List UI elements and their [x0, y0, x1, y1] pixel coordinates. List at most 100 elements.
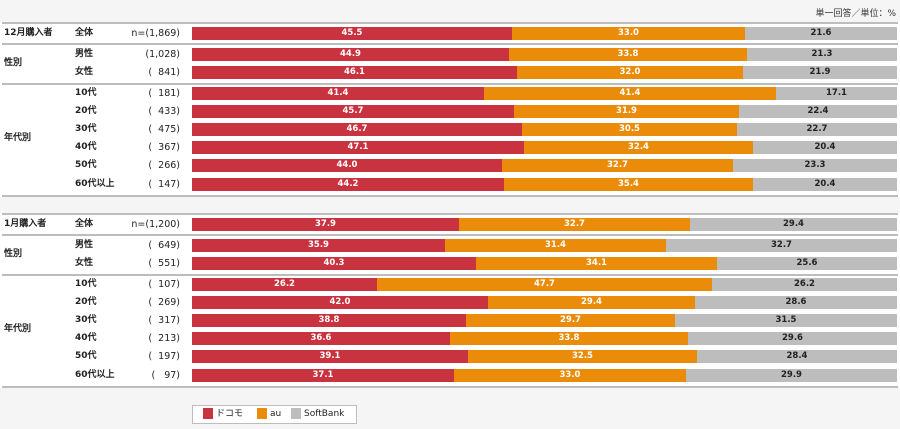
data-label: 42.0	[329, 297, 351, 307]
bar-segment-softbank: 32.7	[666, 239, 897, 252]
data-label: 46.7	[346, 124, 368, 134]
category-label: 40代	[75, 142, 97, 152]
data-label: 29.4	[783, 219, 804, 229]
bar-segment-softbank: 21.9	[743, 66, 897, 79]
bar-segment-softbank: 29.6	[688, 332, 897, 345]
data-label: 23.3	[804, 160, 826, 170]
data-label: 26.2	[794, 279, 815, 289]
sample-size: ( 107)	[148, 279, 180, 290]
group-label-age: 年代別	[4, 324, 32, 334]
data-label: 44.9	[340, 49, 361, 59]
data-label: 34.1	[586, 258, 607, 268]
bar-segment-softbank: 25.6	[717, 257, 897, 270]
bar-segment-softbank: 21.3	[747, 48, 897, 61]
divider	[2, 83, 898, 85]
section-title: 12月購入者	[4, 28, 53, 38]
category-label: 50代	[75, 160, 97, 170]
sample-size: ( 367)	[148, 142, 180, 153]
bar-segment-docomo: 46.7	[192, 123, 522, 136]
data-label: 33.8	[558, 333, 580, 343]
section-title: 1月購入者	[4, 219, 47, 229]
chart-row: 30代 ( 317) 38.8 29.7 31.5	[0, 314, 900, 327]
bar-segment-docomo: 35.9	[192, 239, 445, 252]
stacked-bar: 44.2 35.4 20.4	[192, 178, 897, 191]
sample-size: ( 147)	[148, 179, 180, 190]
stacked-bar: 41.4 41.4 17.1	[192, 87, 897, 100]
data-label: 36.6	[310, 333, 332, 343]
bar-segment-softbank: 29.4	[690, 218, 897, 231]
data-label: 47.7	[534, 279, 555, 289]
section-1: 12月購入者 性別 年代別 全体 n=(1,869) 45.5 33.0 21.6 男性 (1,0…	[0, 22, 900, 197]
data-label: 20.4	[814, 179, 836, 189]
sample-size: ( 213)	[148, 333, 180, 344]
data-label: 37.1	[312, 370, 334, 380]
stacked-bar: 38.8 29.7 31.5	[192, 314, 897, 327]
data-label: 40.3	[323, 258, 345, 268]
stacked-bar: 46.1 32.0 21.9	[192, 66, 897, 79]
bar-segment-docomo: 26.2	[192, 278, 377, 291]
data-label: 32.7	[564, 219, 585, 229]
group-label-age: 年代別	[4, 133, 32, 143]
data-label: 39.1	[319, 351, 341, 361]
data-label: 35.4	[618, 179, 639, 189]
stacked-bar: 45.7 31.9 22.4	[192, 105, 897, 118]
sample-size: (1,028)	[145, 49, 180, 60]
bar-segment-au: 29.7	[466, 314, 675, 327]
divider	[2, 43, 898, 45]
bar-segment-au: 32.7	[502, 159, 733, 172]
data-label: 45.5	[341, 28, 363, 38]
divider	[2, 22, 898, 24]
bar-segment-au: 33.8	[509, 48, 747, 61]
category-label: 20代	[75, 106, 97, 116]
chart-row: 男性 (1,028) 44.9 33.8 21.3	[0, 48, 900, 61]
data-label: 31.4	[545, 240, 566, 250]
chart-row: 全体 n=(1,200) 37.9 32.7 29.4	[0, 218, 900, 231]
data-label: 28.4	[786, 351, 808, 361]
bar-segment-docomo: 42.0	[192, 296, 488, 309]
data-label: 29.6	[782, 333, 803, 343]
category-label: 40代	[75, 333, 97, 343]
data-label: 20.4	[814, 142, 836, 152]
legend-item-au: au	[257, 408, 281, 421]
bar-segment-au: 32.7	[459, 218, 690, 231]
legend-swatch-docomo	[203, 408, 213, 419]
bar-segment-docomo: 46.1	[192, 66, 517, 79]
bar-segment-docomo: 38.8	[192, 314, 466, 327]
data-label: 35.9	[308, 240, 329, 250]
category-label: 女性	[75, 67, 94, 77]
sample-size: ( 269)	[148, 297, 180, 308]
sample-size: ( 197)	[148, 351, 180, 362]
chart-row: 30代 ( 475) 46.7 30.5 22.7	[0, 123, 900, 136]
bar-segment-softbank: 28.6	[695, 296, 897, 309]
stacked-bar: 36.6 33.8 29.6	[192, 332, 897, 345]
stacked-bar: 47.1 32.4 20.4	[192, 141, 897, 154]
bar-segment-au: 29.4	[488, 296, 695, 309]
bar-segment-softbank: 20.4	[753, 178, 897, 191]
chart-row: 50代 ( 197) 39.1 32.5 28.4	[0, 350, 900, 363]
stacked-bar: 45.5 33.0 21.6	[192, 27, 897, 40]
data-label: 41.4	[327, 88, 349, 98]
data-label: 33.8	[617, 49, 639, 59]
data-label: 21.3	[811, 49, 833, 59]
legend-label: SoftBank	[304, 409, 345, 419]
data-label: 41.4	[619, 88, 641, 98]
data-label: 29.9	[781, 370, 802, 380]
chart-row: 60代以上 ( 97) 37.1 33.0 29.9	[0, 369, 900, 382]
bar-segment-softbank: 28.4	[697, 350, 897, 363]
chart-row: 40代 ( 367) 47.1 32.4 20.4	[0, 141, 900, 154]
section-2: 1月購入者 性別 年代別 全体 n=(1,200) 37.9 32.7 29.4 男性 ( 649…	[0, 213, 900, 388]
bar-segment-au: 33.0	[512, 27, 745, 40]
divider	[2, 213, 898, 215]
stacked-bar: 40.3 34.1 25.6	[192, 257, 897, 270]
bar-segment-softbank: 17.1	[776, 87, 897, 100]
category-label: 全体	[75, 219, 94, 229]
bar-segment-docomo: 44.9	[192, 48, 509, 61]
legend-swatch-au	[257, 408, 267, 419]
chart-row: 10代 ( 181) 41.4 41.4 17.1	[0, 87, 900, 100]
sample-size: ( 317)	[148, 315, 180, 326]
bar-segment-softbank: 22.7	[737, 123, 897, 136]
data-label: 44.0	[336, 160, 358, 170]
sample-size: ( 649)	[148, 240, 180, 251]
bar-segment-au: 31.4	[445, 239, 666, 252]
data-label: 21.9	[809, 67, 831, 77]
